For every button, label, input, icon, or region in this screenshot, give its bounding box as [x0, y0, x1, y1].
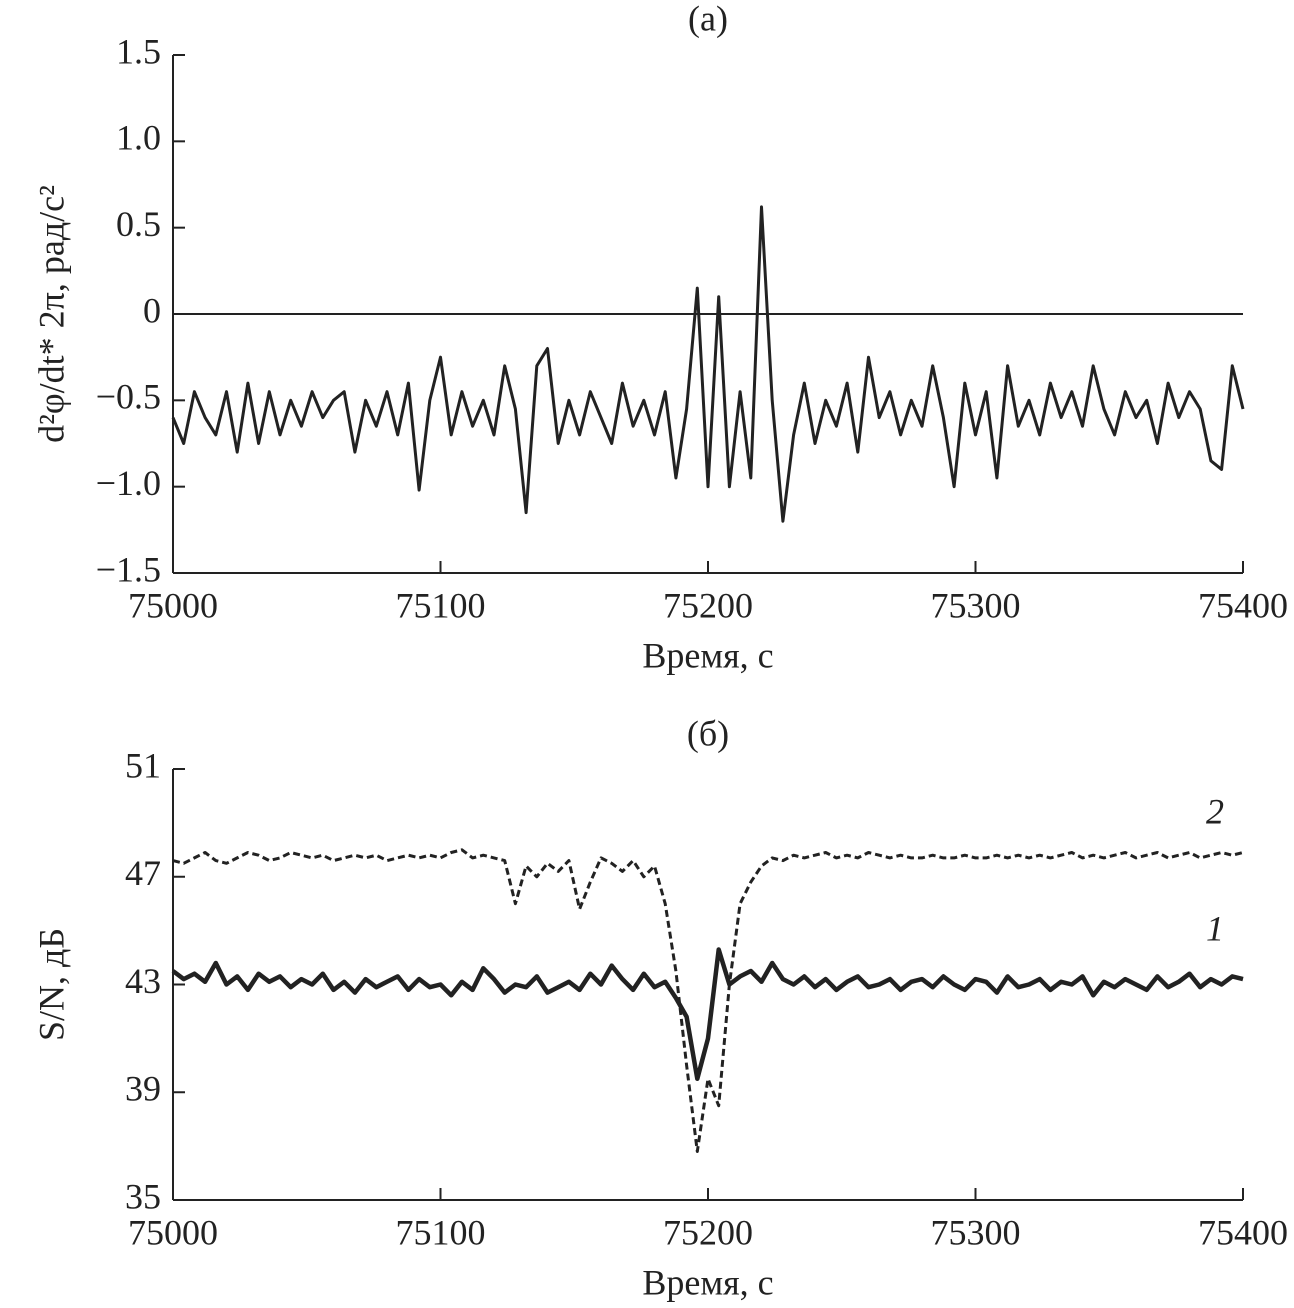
x-tick-label: 75300	[931, 1212, 1021, 1252]
x-tick-label: 75100	[396, 1212, 486, 1252]
x-axis-label: Время, с	[642, 1262, 773, 1302]
x-tick-label: 75100	[396, 585, 486, 625]
x-tick-label: 75000	[128, 1212, 218, 1252]
y-tick-label: 51	[125, 745, 161, 785]
y-tick-label: 0.5	[116, 204, 161, 244]
x-tick-label: 75300	[931, 585, 1021, 625]
chart-title: (б)	[687, 713, 729, 753]
data-line	[172, 848, 1244, 1153]
chart-title: (а)	[688, 0, 728, 38]
x-tick-label: 75400	[1198, 585, 1288, 625]
x-tick-label: 75400	[1198, 1212, 1288, 1252]
y-tick-label: −0.5	[96, 377, 161, 417]
y-tick-label: 43	[125, 961, 161, 1001]
data-line	[171, 947, 1244, 1082]
data-line	[171, 205, 1245, 523]
x-tick-label: 75200	[663, 585, 753, 625]
y-tick-label: 1.0	[116, 118, 161, 158]
y-tick-label: 1.5	[116, 31, 161, 71]
y-tick-label: −1.5	[96, 549, 161, 589]
x-tick-label: 75200	[663, 1212, 753, 1252]
x-tick-label: 75000	[128, 585, 218, 625]
series-label: 1	[1206, 908, 1224, 948]
y-tick-label: 39	[125, 1069, 161, 1109]
y-tick-label: 0	[143, 290, 161, 330]
series-label: 2	[1206, 791, 1224, 831]
y-axis-label: S/N, дБ	[31, 928, 71, 1041]
y-tick-label: 47	[125, 853, 161, 893]
y-tick-label: −1.0	[96, 463, 161, 503]
x-axis-label: Время, с	[642, 635, 773, 675]
y-axis-label: d²φ/dt* 2π, рад/с²	[31, 185, 71, 443]
y-tick-label: 35	[125, 1176, 161, 1216]
